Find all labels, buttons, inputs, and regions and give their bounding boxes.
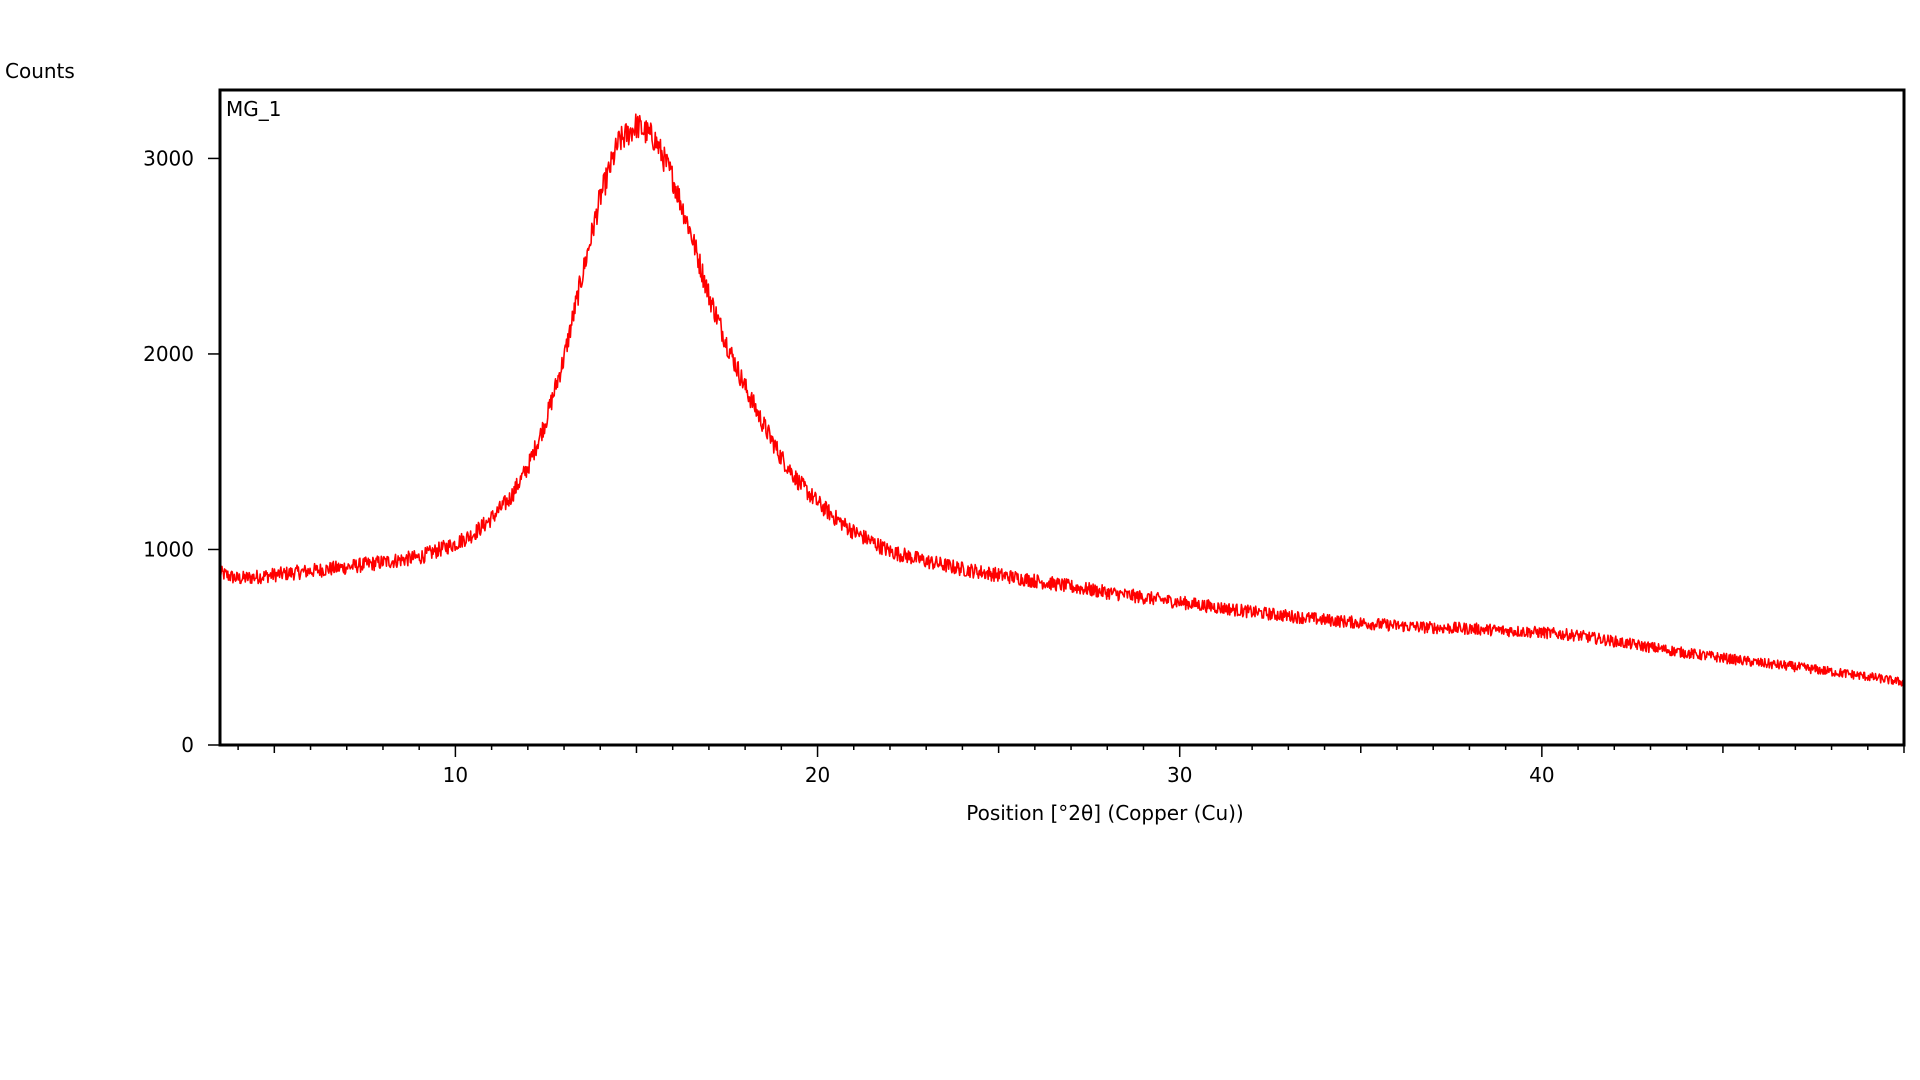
x-tick-label: 30: [1167, 763, 1192, 787]
x-tick-label: 40: [1529, 763, 1554, 787]
axis-ticks: [208, 157, 1905, 757]
plot-frame: [218, 88, 1906, 747]
y-tick-label: 0: [181, 733, 194, 757]
y-tick-label: 1000: [143, 537, 194, 561]
x-tick-label: 20: [805, 763, 830, 787]
tick-labels: 10 20 30 40 0 1000 2000 3000: [143, 146, 1554, 787]
x-axis-label: Position [°2θ] (Copper (Cu)): [966, 801, 1243, 825]
y-tick-label: 2000: [143, 342, 194, 366]
panel-label: MG_1: [226, 97, 281, 121]
x-tick-label: 10: [443, 763, 468, 787]
y-tick-label: 3000: [143, 146, 194, 170]
y-axis-label: Counts: [5, 59, 75, 83]
series-line: [219, 113, 1905, 687]
